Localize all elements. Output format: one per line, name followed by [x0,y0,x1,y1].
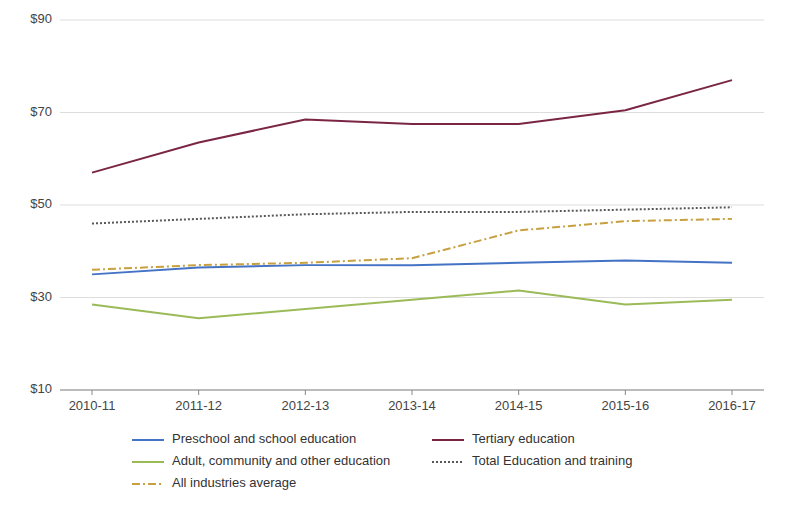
x-tick [92,390,93,395]
legend-swatch [132,461,164,463]
y-tick-label: $50 [30,196,52,211]
legend-swatch [432,461,464,463]
x-axis: 2010-11 2011-12 2012-13 2013-14 2014-15 2015-… [60,390,764,413]
y-tick-label: $10 [30,381,52,396]
legend-label: Total Education and training [472,453,632,468]
legend-swatch [132,439,164,441]
x-tick [518,390,519,395]
x-tick [305,390,306,395]
grid-line [60,20,764,21]
x-tick [412,390,413,395]
y-axis: $10 $30 $50 $70 $90 [30,11,764,396]
grid-line [60,205,764,206]
x-tick-label: 2013-14 [388,398,436,413]
x-tick-label: 2014-15 [495,398,543,413]
series-line [92,80,732,173]
x-tick-label: 2015-16 [601,398,649,413]
lines [92,80,732,318]
x-tick-label: 2016-17 [708,398,756,413]
x-tick-label: 2012-13 [281,398,329,413]
series-line [92,219,732,270]
y-tick-label: $70 [30,104,52,119]
grid-line [60,112,764,113]
legend-label: Preschool and school education [172,431,356,446]
x-tick [625,390,626,395]
x-tick-label: 2011-12 [175,398,222,413]
x-tick-label: 2010-11 [69,398,116,413]
legend: Preschool and school education Tertiary e… [132,431,632,490]
y-tick-label: $30 [30,289,52,304]
legend-label: Tertiary education [472,431,575,446]
y-tick-label: $90 [30,11,52,26]
x-tick [732,390,733,395]
grid-line [60,297,764,298]
legend-swatch [132,483,164,485]
legend-swatch [432,439,464,441]
x-tick [198,390,199,395]
chart: $10 $30 $50 $70 $90 2010-11 2011-12 2012-13 2013… [0,0,794,529]
legend-label: Adult, community and other education [172,453,390,468]
series-line [92,261,732,275]
series-line [92,291,732,319]
legend-label: All industries average [172,475,296,490]
